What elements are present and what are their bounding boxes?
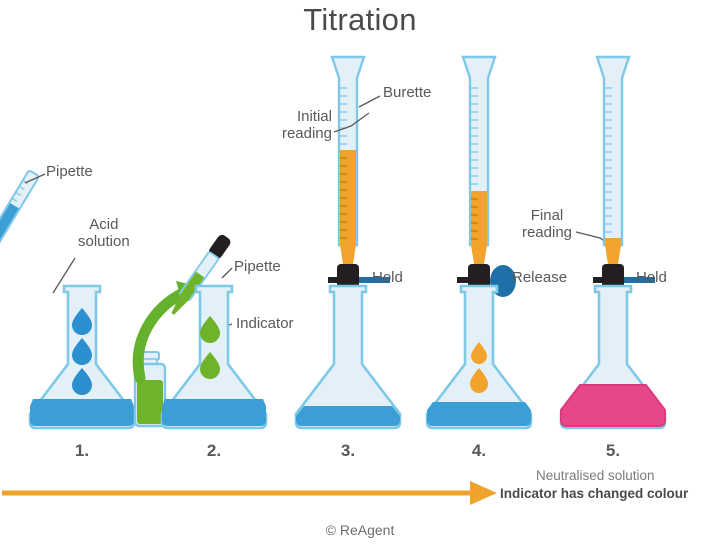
flask-neutralised (559, 284, 667, 430)
label-acid-solution: Acid solution (78, 216, 130, 251)
leader-lines-step1 (24, 173, 76, 294)
label-initial-reading: Initial reading (281, 108, 332, 143)
label-hold-5: Hold (636, 269, 667, 286)
dropper-pipette (171, 234, 231, 315)
burette-graduations-filled (471, 198, 478, 240)
step-number-2: 2. (206, 441, 222, 460)
label-burette: Burette (383, 84, 432, 101)
step-5-group (559, 55, 667, 430)
step-4-group (425, 55, 612, 430)
acid-droplets (72, 308, 92, 395)
step-number-3: 3. (340, 441, 356, 460)
label-hold-3: Hold (372, 269, 403, 286)
burette-graduations (470, 87, 478, 185)
step-1-group (0, 170, 136, 430)
indicator-droplets (200, 316, 220, 379)
burette-graduations (604, 87, 612, 233)
step-number-1: 1. (74, 441, 90, 460)
titrant-droplets (470, 342, 488, 393)
label-pipette-1: Pipette (46, 163, 93, 180)
step-3-group (294, 55, 402, 430)
step-2-group (132, 234, 268, 430)
step-number-5: 5. (605, 441, 621, 460)
process-arrow (2, 481, 497, 505)
label-release-4: Release (512, 269, 568, 286)
page-title: Titration (303, 2, 417, 37)
flask-step4 (425, 284, 533, 430)
footer-indicator-text: Indicator has changed colour (500, 486, 689, 501)
pipette-graduated (0, 170, 40, 339)
label-final-reading: Final reading (521, 207, 573, 242)
step-number-4: 4. (471, 441, 487, 460)
flask-with-indicator (160, 284, 268, 430)
footer-neutralised-text: Neutralised solution (536, 468, 655, 483)
burette-graduations-filled (340, 157, 347, 239)
leader-lines-step3 (333, 95, 381, 133)
flask-step3 (294, 284, 402, 430)
flask-acid (28, 284, 136, 430)
credit-line: © ReAgent (325, 522, 395, 538)
label-indicator: Indicator (236, 315, 294, 332)
label-pipette-2: Pipette (234, 258, 281, 275)
